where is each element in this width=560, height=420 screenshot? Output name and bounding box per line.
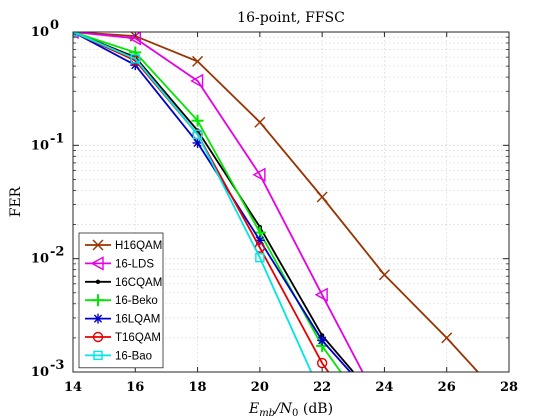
legend-box (78, 232, 164, 369)
data-point (378, 269, 390, 281)
x-axis-label: Emb/N0 (dB) (248, 401, 333, 419)
legend-marker (90, 256, 104, 271)
series-line (73, 32, 479, 372)
legend-entry: H16QAM (85, 239, 162, 252)
data-point (130, 54, 140, 64)
legend-label: T16QAM (115, 332, 161, 344)
chart-title: 16-point, FFSC (237, 10, 345, 26)
legend-entry: 16-LDS (85, 256, 154, 271)
y-tick-label: 10 (31, 252, 49, 267)
y-tick-exponent: 0 (50, 18, 59, 33)
data-point (314, 287, 328, 302)
legend-marker (95, 279, 101, 284)
series-line (73, 32, 330, 372)
series-line (73, 32, 342, 372)
series-line (73, 32, 313, 372)
plot-area (73, 32, 479, 372)
data-point (316, 191, 328, 203)
legend-label: H16QAM (115, 240, 162, 252)
data-point (441, 332, 453, 344)
y-axis-label: FER (8, 186, 24, 217)
data-point (254, 116, 266, 128)
legend-marker (93, 313, 103, 324)
series-16-Bao (73, 32, 313, 372)
x-tick-label: 26 (438, 380, 456, 395)
legend-entry: 16-Beko (85, 294, 158, 307)
series-line (73, 32, 364, 372)
y-tick-label: 10 (31, 138, 49, 153)
x-tick-label: 16 (126, 380, 144, 395)
legend-label: 16-Bao (115, 350, 152, 362)
y-tick-exponent: -3 (50, 358, 64, 373)
legend-entry: T16QAM (85, 331, 161, 344)
legend-marker (93, 350, 103, 361)
x-tick-label: 18 (189, 380, 207, 395)
legend-marker (92, 331, 104, 343)
legend-entry: 16CQAM (85, 277, 162, 289)
series-line (73, 32, 354, 372)
legend-label: 16LQAM (115, 314, 160, 326)
legend-label: 16-LDS (115, 258, 154, 270)
axes-frame (72, 31, 510, 373)
data-point (192, 55, 204, 67)
data-point (73, 32, 78, 37)
data-point (255, 252, 265, 263)
legend: H16QAM 16-LDS 16CQAM 16-Beko 16LQAM T16QAM 16-… (78, 232, 164, 369)
x-tick-label: 22 (313, 380, 331, 395)
legend-marker (92, 239, 104, 251)
data-point (252, 167, 266, 182)
y-tick-label: 10 (31, 365, 49, 380)
x-tick-label: 24 (375, 380, 393, 395)
data-point (191, 114, 204, 127)
y-tick-exponent: -2 (50, 245, 64, 260)
x-tick-label: 28 (500, 380, 518, 395)
x-tick-label: 14 (64, 380, 82, 395)
y-tick-exponent: -1 (50, 131, 64, 146)
data-point (192, 129, 203, 140)
legend-label: 16-Beko (115, 295, 158, 307)
legend-marker (92, 294, 104, 307)
legend-entry: 16LQAM (85, 313, 160, 326)
legend-entry: 16-Bao (85, 350, 152, 362)
data-point (190, 73, 204, 89)
legend-label: 16CQAM (115, 277, 162, 289)
data-point (317, 335, 328, 346)
x-tick-label: 20 (251, 380, 269, 395)
y-tick-label: 10 (31, 25, 49, 40)
